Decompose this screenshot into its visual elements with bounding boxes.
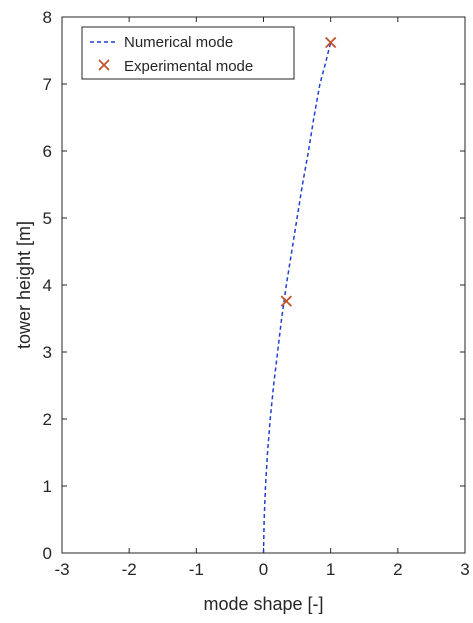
x-tick-label: 3 — [460, 560, 469, 579]
y-tick-label: 8 — [43, 8, 52, 27]
x-tick-label: 2 — [393, 560, 402, 579]
y-axis-label: tower height [m] — [14, 221, 34, 349]
legend-box — [81, 26, 295, 80]
legend-marker-sample — [98, 59, 110, 71]
experimental-point — [325, 36, 337, 49]
numerical-mode-line — [262, 42, 332, 554]
y-tick-label: 6 — [43, 142, 52, 161]
y-tick-label: 0 — [43, 544, 52, 563]
x-axis-label: mode shape [-] — [203, 594, 323, 614]
y-tick-label: 5 — [43, 209, 52, 228]
x-tick-label: 1 — [326, 560, 335, 579]
y-tick-label: 2 — [43, 410, 52, 429]
experimental-marker-stroke-b — [280, 295, 292, 307]
experimental-marker-stroke-b — [325, 36, 337, 49]
x-tick-label: -2 — [122, 560, 137, 579]
plot-frame — [61, 16, 466, 554]
x-tick-label: -1 — [189, 560, 204, 579]
plot-area — [62, 17, 465, 553]
y-tick-label: 4 — [43, 276, 52, 295]
series-layer — [262, 36, 337, 554]
y-tick-label: 3 — [43, 343, 52, 362]
legend: Numerical mode Experimental mode — [81, 26, 295, 80]
experimental-point — [280, 295, 292, 307]
legend-label-experimental: Experimental mode — [124, 58, 253, 75]
x-tick-label: -3 — [54, 560, 69, 579]
legend-label-numerical: Numerical mode — [124, 34, 233, 51]
y-tick-label: 1 — [43, 477, 52, 496]
y-tick-label: 7 — [43, 75, 52, 94]
legend-x-marker-stroke-b — [98, 59, 110, 71]
x-tick-label: 0 — [259, 560, 268, 579]
